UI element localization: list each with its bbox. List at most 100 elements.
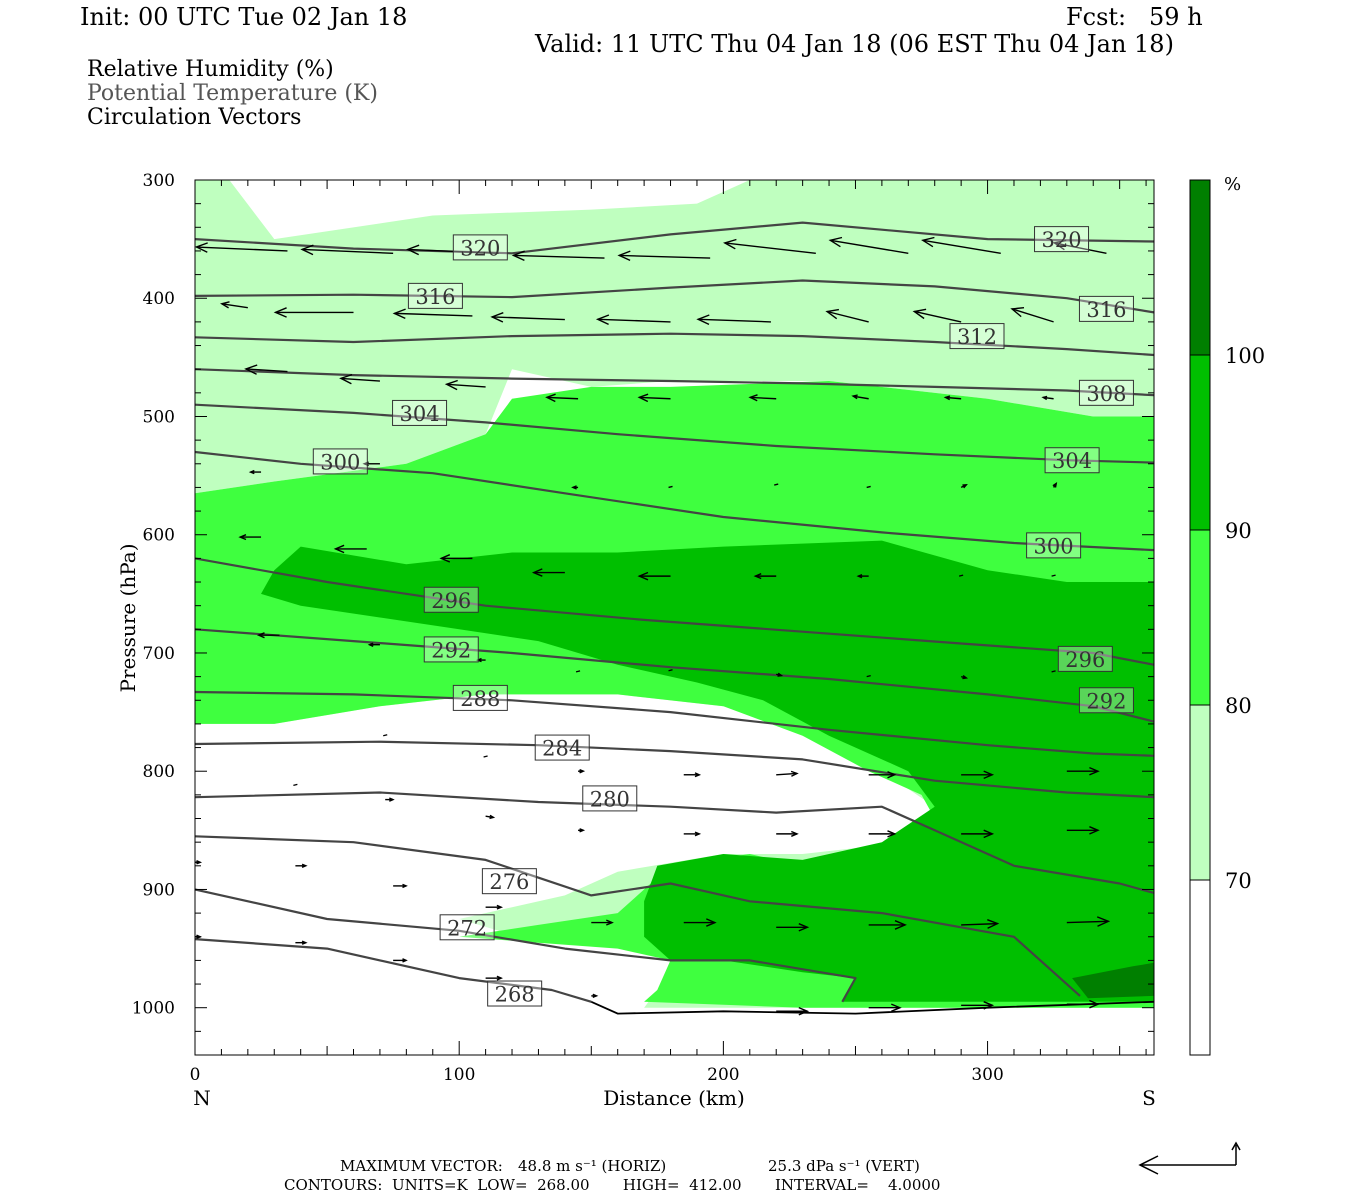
y-tick-label-900: 900 xyxy=(143,880,175,900)
circulation-vector-78 xyxy=(961,919,1000,929)
forecast-hour: Fcst: 59 h xyxy=(1066,3,1203,31)
svg-text:272: 272 xyxy=(447,916,487,940)
circulation-vector-79 xyxy=(1066,916,1111,927)
colorbar-level-80: 80 xyxy=(1225,694,1252,718)
circulation-vector-55 xyxy=(578,769,586,774)
circulation-vector-64 xyxy=(578,828,586,833)
colorbar-segment-3 xyxy=(1189,354,1211,531)
colorbar-segment-1 xyxy=(1189,704,1211,881)
circulation-vector-67 xyxy=(868,830,897,838)
colorbar-level-90: 90 xyxy=(1225,519,1252,543)
theta-contour-312 xyxy=(195,332,1154,357)
circulation-vector-54 xyxy=(483,755,488,758)
axis-ticks: 300 400 500 600 700 800 900 1000 0 100 200 300 xyxy=(132,171,1154,1085)
circulation-vector-5 xyxy=(723,238,816,255)
circulation-vector-1 xyxy=(300,244,394,256)
circulation-vector-47 xyxy=(575,670,581,673)
svg-text:292: 292 xyxy=(431,638,471,662)
theta-contour-276 xyxy=(195,835,1081,997)
y-tick-label-500: 500 xyxy=(143,407,175,427)
rh-region-70-0 xyxy=(195,180,1154,494)
circulation-vector-44 xyxy=(256,632,280,639)
legend-relative-humidity: Relative Humidity (%) xyxy=(87,57,334,82)
contour-label-280: 280 xyxy=(582,785,638,812)
valid-time: Valid: 11 UTC Thu 04 Jan 18 (06 EST Thu … xyxy=(535,30,1174,58)
theta-contour-300 xyxy=(195,450,1154,552)
circulation-vector-39 xyxy=(637,571,671,581)
plot-frame xyxy=(194,179,1155,1056)
contour-label-320: 320 xyxy=(1034,226,1090,253)
circulation-vector-7 xyxy=(921,236,1001,255)
x-tick-label-100: 100 xyxy=(443,1065,475,1085)
circulation-vector-43 xyxy=(1051,574,1056,577)
theta-contour-308 xyxy=(195,368,1154,397)
contour-label-292: 292 xyxy=(1078,687,1134,714)
contour-label-292: 292 xyxy=(423,636,479,663)
circulation-vector-0 xyxy=(195,242,288,253)
contour-label-268: 268 xyxy=(487,980,543,1007)
circulation-vector-60 xyxy=(1066,766,1100,776)
circulation-vector-18 xyxy=(244,364,288,375)
circulation-vector-32 xyxy=(866,485,871,489)
circulation-vector-53 xyxy=(383,734,388,737)
max-vector-label: MAXIMUM VECTOR: xyxy=(340,1157,503,1175)
colorbar-segment-4 xyxy=(1189,179,1211,356)
legend-potential-temperature: Potential Temperature (K) xyxy=(87,81,378,106)
contour-label-316: 316 xyxy=(1078,295,1134,322)
y-tick-label-300: 300 xyxy=(143,171,175,191)
legend-circulation-vectors: Circulation Vectors xyxy=(87,105,302,130)
svg-text:288: 288 xyxy=(460,687,500,711)
rh-region-90-3 xyxy=(261,540,1154,1002)
x-axis-label: Distance (km) xyxy=(603,1086,745,1110)
circulation-vector-14 xyxy=(696,314,771,326)
circulation-vector-57 xyxy=(776,770,799,777)
colorbar-segment-0 xyxy=(1189,879,1211,1056)
circulation-vector-61 xyxy=(293,783,298,787)
circulation-vector-36 xyxy=(333,544,367,554)
y-tick-label-800: 800 xyxy=(143,762,175,782)
colorbar-segment-2 xyxy=(1189,529,1211,706)
circulation-vector-15 xyxy=(825,308,869,323)
circulation-vector-26 xyxy=(1041,395,1054,401)
y-tick-label-700: 700 xyxy=(143,644,175,664)
circulation-vector-23 xyxy=(748,394,777,402)
circulation-vector-37 xyxy=(439,554,473,563)
theta-contour-292 xyxy=(195,628,1154,723)
colorbar-level-70: 70 xyxy=(1225,869,1252,893)
theta-contour-280 xyxy=(195,791,1154,895)
circulation-vector-34 xyxy=(1052,482,1058,488)
circulation-vector-76 xyxy=(776,923,810,932)
circulation-vector-59 xyxy=(961,770,995,780)
contour-labels: 320 320 316 316 312 308 304 304 300 300 296 296 292 2… xyxy=(312,226,1134,1007)
contour-label-288: 288 xyxy=(452,684,508,711)
circulation-vector-63 xyxy=(485,814,496,820)
theta-contour-288 xyxy=(195,690,1154,757)
circulation-vector-3 xyxy=(511,250,605,262)
svg-text:304: 304 xyxy=(400,402,440,426)
circulation-vector-42 xyxy=(958,574,964,577)
circulation-vector-9 xyxy=(220,301,248,309)
x-tick-label-300: 300 xyxy=(971,1065,1003,1085)
circulation-vector-70 xyxy=(195,860,203,865)
circulation-vector-11 xyxy=(392,308,473,320)
contour-label-300: 300 xyxy=(1026,532,1082,559)
x-axis-right-end-label: S xyxy=(1142,1086,1156,1110)
max-horizontal-vector: 48.8 m s⁻¹ (HORIZ) xyxy=(518,1157,667,1175)
circulation-vector-77 xyxy=(868,920,907,930)
circulation-vector-10 xyxy=(273,307,354,318)
circulation-vector-29 xyxy=(571,485,579,490)
x-tick-label-0: 0 xyxy=(190,1065,201,1085)
circulation-vector-19 xyxy=(339,373,380,385)
contour-label-296: 296 xyxy=(423,586,479,613)
svg-text:296: 296 xyxy=(431,589,471,613)
svg-text:316: 316 xyxy=(1086,298,1126,322)
y-axis-label: Pressure (hPa) xyxy=(116,544,140,693)
svg-text:276: 276 xyxy=(489,870,529,894)
circulation-vector-50 xyxy=(866,674,871,678)
circulation-vector-75 xyxy=(683,918,717,927)
contour-label-296: 296 xyxy=(1057,645,1113,672)
theta-contour-320 xyxy=(195,221,1154,255)
colorbar: 70 80 90 100% xyxy=(1189,174,1265,1056)
circulation-vector-40 xyxy=(753,573,777,580)
svg-text:304: 304 xyxy=(1052,449,1092,473)
